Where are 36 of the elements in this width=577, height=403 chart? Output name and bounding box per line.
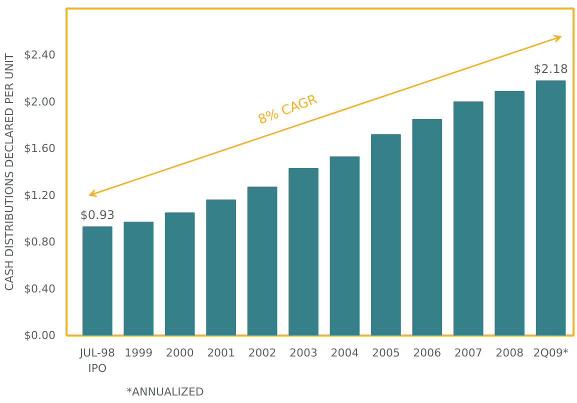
bar [288,168,318,336]
bar [371,134,401,336]
y-tick-label: $2.40 [24,48,56,62]
bar [330,156,360,336]
bar [453,101,484,336]
y-tick-label: $0.40 [24,282,56,296]
bar [164,212,195,336]
bar [82,226,112,336]
bar [247,186,278,336]
y-tick-label: $1.60 [24,142,56,156]
x-tick-label: 2002 [248,346,276,360]
data-label: $2.18 [534,62,568,76]
x-tick-label: 2007 [454,346,482,360]
x-tick-label: 2004 [330,346,359,360]
bar [412,118,442,336]
y-tick-label: $0.80 [24,236,56,249]
bar [206,200,236,336]
x-tick-label: 2Q09* [533,346,569,360]
x-tick-label: 1999 [124,346,153,360]
text: *ANNUALIZED [126,386,204,398]
bar [494,90,525,336]
y-tick-label: $1.20 [24,188,56,202]
y-tick-label: $2.00 [24,95,56,108]
x-tick-label: 2006 [413,346,442,360]
x-tick-label: 2008 [496,346,524,360]
y-tick-label: $0.00 [24,329,56,342]
y-axis-title: CASH DISTRIBUTIONS DECLARED PER UNIT [3,52,16,291]
x-tick-label: 2001 [207,346,236,360]
bar [124,222,154,336]
x-tick-label: 2003 [290,346,318,360]
data-label: $0.93 [80,208,115,222]
x-tick-label: 2005 [372,346,400,360]
annotation: 8% CAGR [256,92,320,128]
x-tick-label: 2000 [166,346,194,360]
x-tick-label: JUL-98 IPO [78,346,116,376]
bar [536,80,566,336]
